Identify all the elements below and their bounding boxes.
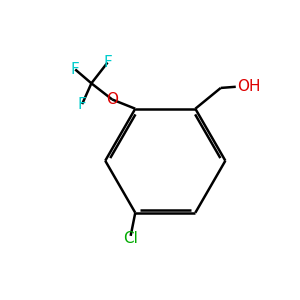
Text: F: F — [71, 62, 80, 77]
Text: OH: OH — [237, 79, 260, 94]
Text: F: F — [78, 97, 86, 112]
Text: Cl: Cl — [123, 231, 138, 246]
Text: F: F — [103, 55, 112, 70]
Text: O: O — [106, 92, 118, 107]
